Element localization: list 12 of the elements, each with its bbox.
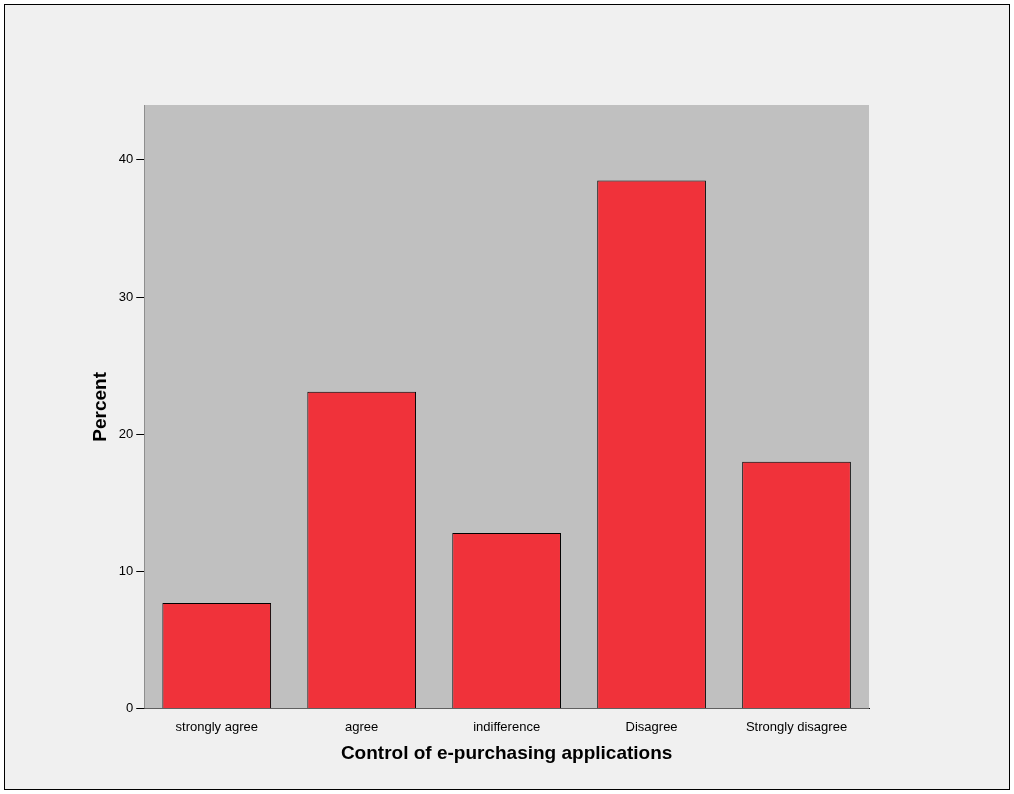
x-tick-label: indifference (473, 718, 541, 734)
y-tick-label: 40 (118, 151, 134, 167)
x-tick-label: Disagree (625, 718, 678, 734)
y-tick-label: 0 (126, 700, 134, 716)
x-tick-label: Strongly disagree (745, 718, 848, 734)
y-tick-label: 10 (118, 563, 134, 578)
y-tick-label: 20 (118, 425, 134, 441)
y-axis-title: Percent (88, 371, 110, 442)
x-tick-label: agree (345, 718, 379, 734)
x-axis-title: Control of e-purchasing applications (340, 741, 673, 763)
x-tick-label: strongly agree (175, 718, 258, 734)
y-tick-label: 30 (118, 288, 134, 304)
